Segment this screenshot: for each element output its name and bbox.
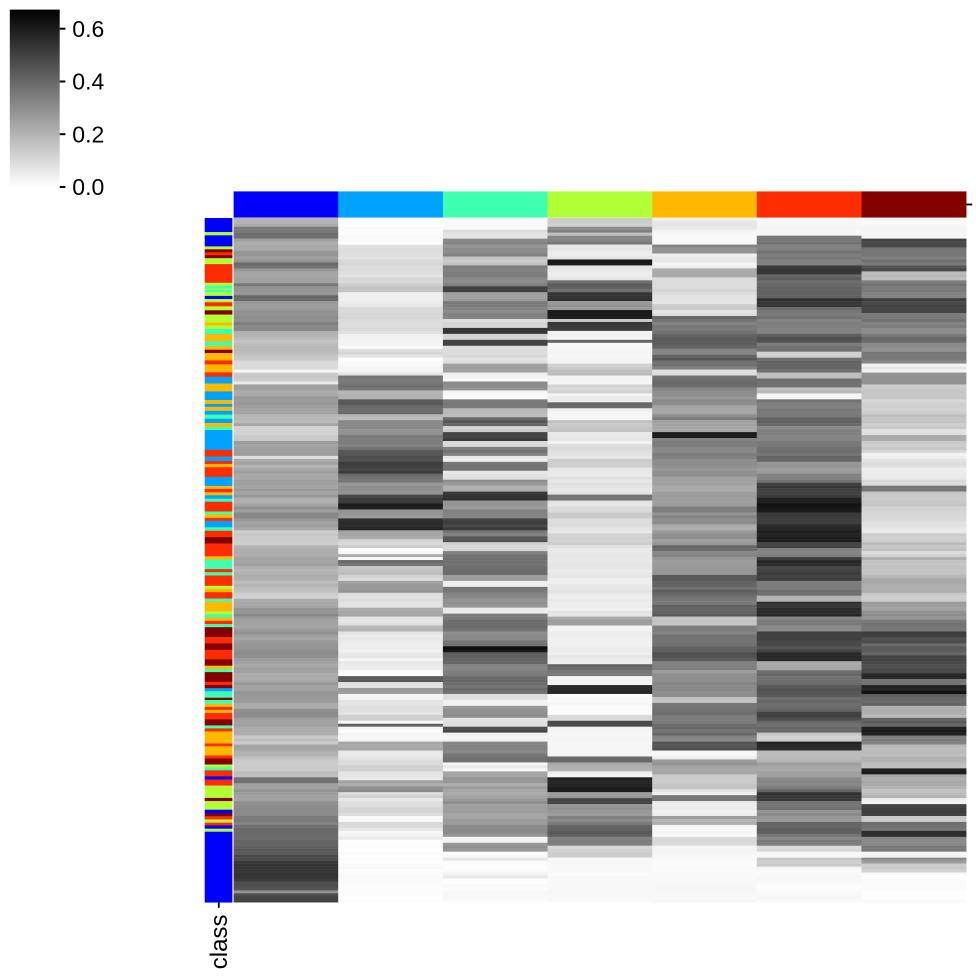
svg-text:class: class — [206, 915, 233, 970]
svg-text:0.6: 0.6 — [72, 16, 104, 42]
svg-text:0.2: 0.2 — [72, 121, 104, 147]
svg-text:0.4: 0.4 — [72, 69, 104, 95]
svg-text:0.0: 0.0 — [72, 174, 104, 200]
